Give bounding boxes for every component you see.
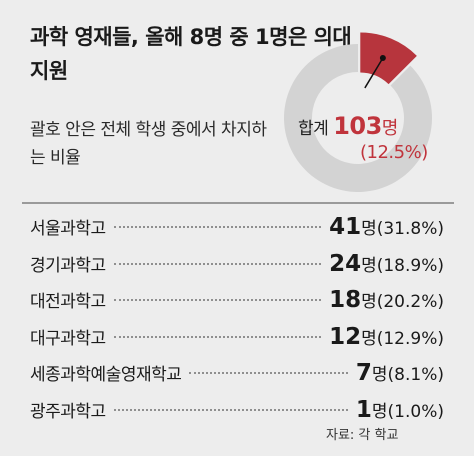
count-unit: 명 <box>371 401 388 422</box>
school-row: 서울과학고 41 명 (31.8%) <box>30 214 444 246</box>
school-row: 세종과학예술영재학교 7 명 (8.1%) <box>30 360 444 392</box>
callout-line <box>364 57 384 89</box>
applicant-count: 18 <box>329 287 362 313</box>
applicant-percent: (1.0%) <box>387 401 444 422</box>
source-note: 자료: 각 학교 <box>326 428 399 443</box>
applicant-count: 41 <box>329 214 362 240</box>
total-label: 합계 <box>298 119 329 139</box>
applicant-count: 1 <box>355 396 372 423</box>
school-name: 서울과학고 <box>30 219 106 239</box>
total-percent: (12.5%) <box>360 142 428 163</box>
school-row: 대전과학고 18 명 (20.2%) <box>30 287 444 319</box>
leader-dots <box>113 299 322 301</box>
school-name: 대구과학고 <box>30 328 106 349</box>
total-value: 103 <box>333 112 382 140</box>
section-divider <box>22 202 454 204</box>
leader-dots <box>113 262 322 265</box>
count-unit: 명 <box>361 292 377 312</box>
donut-chart <box>284 32 432 192</box>
applicant-count: 24 <box>329 250 362 277</box>
leader-dots <box>113 335 322 338</box>
applicant-percent: (18.9%) <box>376 255 444 276</box>
school-name: 경기과학고 <box>30 255 106 276</box>
school-row: 경기과학고 24 명 (18.9%) <box>30 251 444 283</box>
count-unit: 명 <box>371 365 388 385</box>
donut-rest-segment <box>284 44 432 192</box>
applicant-percent: (31.8%) <box>376 219 444 239</box>
school-name: 대전과학고 <box>30 292 106 312</box>
chart-title: 과학 영재들, 올해 8명 중 1명은 의대 지원 <box>30 25 352 83</box>
chart-subtitle: 괄호 안은 전체 학생 중에서 차지하는 비율 <box>30 120 267 168</box>
school-row: 대구과학고 12 명 (12.9%) <box>30 324 444 356</box>
leader-dots <box>113 408 348 411</box>
applicant-percent: (12.9%) <box>376 328 444 349</box>
total-summary: 합계 103명 (12.5%) <box>298 114 428 165</box>
applicant-percent: (8.1%) <box>387 365 444 385</box>
applicant-count: 12 <box>329 323 362 350</box>
leader-dots <box>189 372 348 374</box>
applicant-count: 7 <box>355 360 372 386</box>
count-unit: 명 <box>361 328 377 349</box>
count-unit: 명 <box>361 255 377 276</box>
school-row: 광주과학고 1 명 (1.0%) <box>30 397 444 429</box>
count-unit: 명 <box>361 219 377 239</box>
total-unit: 명 <box>381 118 399 139</box>
leader-dots <box>113 226 322 228</box>
applicant-percent: (20.2%) <box>376 292 444 312</box>
school-name: 세종과학예술영재학교 <box>30 365 182 385</box>
school-name: 광주과학고 <box>30 401 106 422</box>
